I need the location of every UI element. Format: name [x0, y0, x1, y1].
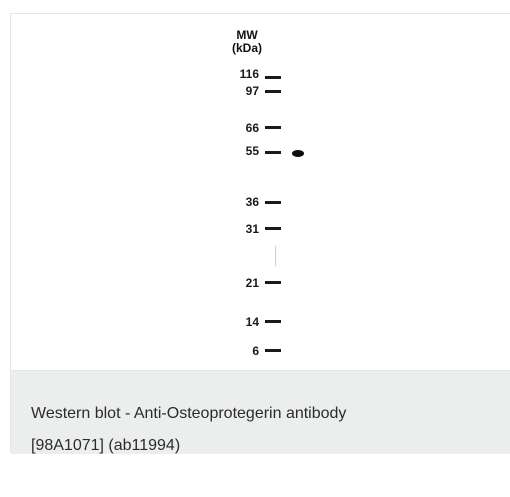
marker-tick-66 — [265, 126, 281, 129]
marker-tick-31 — [265, 227, 281, 230]
unit-header: (kDa) — [231, 41, 262, 55]
caption-line-1: Western blot - Anti-Osteoprotegerin anti… — [31, 405, 347, 422]
marker-label-31: 31 — [245, 222, 259, 236]
marker-label-36: 36 — [245, 195, 259, 209]
marker-tick-21 — [265, 281, 281, 284]
marker-tick-97 — [265, 90, 281, 93]
marker-tick-14 — [265, 320, 281, 323]
mw-header: MW — [236, 28, 258, 42]
protein-band — [292, 150, 304, 157]
marker-tick-6 — [265, 349, 281, 352]
marker-label-14: 14 — [245, 315, 259, 329]
marker-tick-36 — [265, 201, 281, 204]
blot-canvas: MW (kDa) 116 97 66 55 36 31 21 14 — [11, 14, 510, 370]
marker-tick-55 — [265, 151, 281, 154]
marker-label-66: 66 — [245, 121, 259, 135]
caption-line-2: [98A1071] (ab11994) — [31, 437, 181, 454]
marker-tick-116 — [265, 76, 281, 79]
marker-label-6: 6 — [252, 344, 259, 358]
figure-card: MW (kDa) 116 97 66 55 36 31 21 14 — [10, 13, 510, 454]
marker-label-21: 21 — [245, 276, 259, 290]
lane-artifact — [275, 246, 276, 266]
western-blot-image: MW (kDa) 116 97 66 55 36 31 21 14 — [11, 14, 510, 370]
marker-label-116: 116 — [239, 67, 259, 81]
figure-caption: Western blot - Anti-Osteoprotegerin anti… — [11, 370, 510, 454]
caption-text: Western blot - Anti-Osteoprotegerin anti… — [31, 398, 471, 462]
marker-label-55: 55 — [245, 144, 259, 158]
marker-label-97: 97 — [245, 84, 259, 98]
